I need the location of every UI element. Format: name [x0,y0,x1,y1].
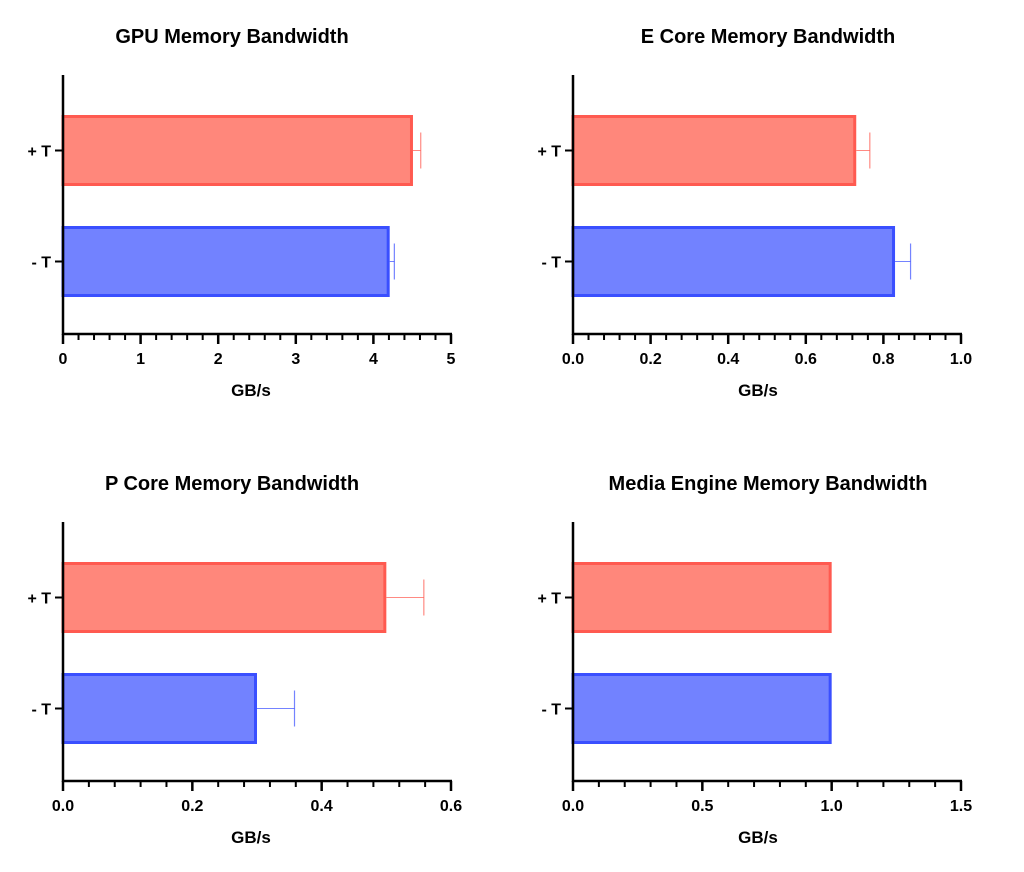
chart-panel-3: Media Engine Memory Bandwidth + T - T 0.0 0.… [537,473,972,847]
x-tick-label: 1 [136,351,145,368]
chart-title: GPU Memory Bandwidth [115,26,348,48]
x-tick-label: 0.4 [717,351,739,368]
x-tick-label: 4 [369,351,378,368]
bar-plus-t [61,562,387,633]
x-tick-label: 0.8 [872,351,894,368]
x-tick-label: 0.4 [311,798,333,815]
y-tick-label: - T [541,255,561,272]
x-tick-label: 0.5 [691,798,713,815]
y-tick-label: - T [31,255,51,272]
bar-minus-t [571,226,896,297]
bar-minus-t [571,673,832,744]
x-tick-label: 0.6 [795,351,817,368]
y-tick-label: + T [27,591,51,608]
x-tick-label: 1.5 [950,798,972,815]
chart-panel-2: P Core Memory Bandwidth + T - T 0.0 0.2 0.4 0.… [27,473,462,847]
y-tick-label: + T [537,591,561,608]
x-tick-label: 1.0 [950,351,972,368]
x-tick-label: 5 [447,351,456,368]
x-tick-label: 0.0 [52,798,74,815]
bar-minus-t [61,226,390,297]
x-tick-label: 3 [291,351,300,368]
x-tick-label: 2 [214,351,223,368]
chart-title: Media Engine Memory Bandwidth [609,473,928,495]
x-tick-label: 0.0 [562,351,584,368]
x-tick-label: 0.2 [181,798,203,815]
x-tick-label: 1.0 [821,798,843,815]
bar-plus-t [61,115,413,186]
chart-title: P Core Memory Bandwidth [105,473,359,495]
chart-panel-1: E Core Memory Bandwidth + T - T 0.0 0.2 0.4 0.… [537,26,972,400]
bar-plus-t [571,562,832,633]
x-tick-label: 0.2 [639,351,661,368]
x-tick-label: 0 [59,351,68,368]
x-axis-label: GB/s [231,381,271,400]
bar-minus-t [61,673,257,744]
chart-panel-0: GPU Memory Bandwidth + T - T 0 1 2 3 4 5 GB/s [27,26,455,400]
x-tick-label: 0.6 [440,798,462,815]
x-axis-label: GB/s [738,828,778,847]
y-tick-label: - T [541,702,561,719]
y-tick-label: + T [537,144,561,161]
x-axis-label: GB/s [738,381,778,400]
y-tick-label: - T [31,702,51,719]
chart-title: E Core Memory Bandwidth [641,26,895,48]
x-axis-label: GB/s [231,828,271,847]
bar-plus-t [571,115,857,186]
x-tick-label: 0.0 [562,798,584,815]
y-tick-label: + T [27,144,51,161]
